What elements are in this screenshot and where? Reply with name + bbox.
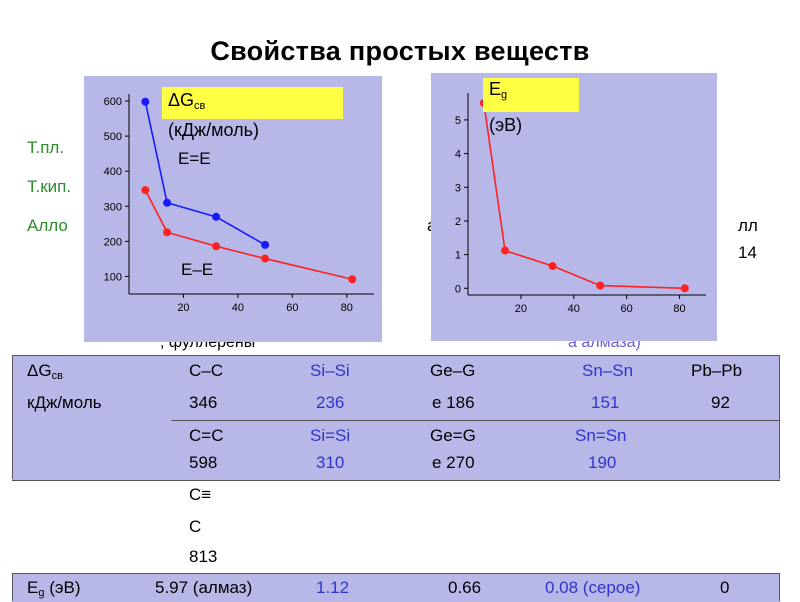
x-tick-label: 80 xyxy=(673,303,685,315)
row-bandgap-label: Eg (эВ) xyxy=(27,578,81,599)
cell-c-triple-bond: C≡ xyxy=(189,485,212,504)
y-tick-label: 400 xyxy=(104,166,122,178)
cell-sn-single-bond: Sn–Sn xyxy=(582,361,634,380)
cell-pb-single-bond: Pb–Pb xyxy=(691,361,743,380)
cell-si-single-bond: Si–Si xyxy=(310,361,350,380)
y-tick-label: 500 xyxy=(104,131,122,143)
cell-pb-single-value: 92 xyxy=(711,393,730,412)
y-tick-label: 0 xyxy=(455,283,461,295)
cell-sn-single-value: 151 xyxy=(591,393,620,412)
row-gibbs-sub: св xyxy=(51,370,63,382)
y-tick-label: 2 xyxy=(455,216,461,228)
y-tick-label: 4 xyxy=(455,149,461,161)
cell-ge-single-bond: Ge–G xyxy=(430,361,476,380)
series-label-single: E–E xyxy=(181,260,214,279)
gibbs-label: ΔGсв xyxy=(168,90,205,112)
y-tick-label: 5 xyxy=(455,115,461,127)
bandgap-label-main: E xyxy=(489,79,502,99)
cell-si-single-value: 236 xyxy=(316,393,345,412)
table-border-right-2 xyxy=(779,573,780,601)
data-point xyxy=(348,275,357,284)
y-tick-label: 300 xyxy=(104,201,122,213)
cell-si-double-value: 310 xyxy=(316,453,345,472)
table-band-2 xyxy=(12,573,780,602)
row-divider xyxy=(171,420,780,421)
row-bandgap-units: (эВ) xyxy=(44,578,81,597)
row-gibbs-units: кДж/моль xyxy=(27,393,102,412)
series-line-0 xyxy=(144,101,266,246)
table-border-right xyxy=(779,355,780,479)
cell-c-single-value: 346 xyxy=(189,393,218,412)
data-point xyxy=(212,242,221,251)
gibbs-label-sub: св xyxy=(194,100,206,112)
gibbs-energy-chart: 20 40 60 80 100 200 300 400 500 600 xyxy=(104,94,374,314)
x-tick-label: 60 xyxy=(286,302,298,314)
table-border-left-2 xyxy=(12,573,13,601)
cell-ge-single-value: e 186 xyxy=(432,393,475,412)
x-tick-label: 80 xyxy=(341,302,353,314)
page-title: Свойства простых веществ xyxy=(210,36,590,66)
cell-si-double-bond: Si=Si xyxy=(310,426,351,445)
data-point xyxy=(163,228,172,237)
row-gibbs-main: ΔG xyxy=(27,361,52,380)
data-point xyxy=(141,186,150,195)
row-gibbs-label: ΔGсв xyxy=(27,361,63,382)
data-point xyxy=(261,240,270,249)
gibbs-label-highlight xyxy=(162,87,343,119)
bandgap-units: (эВ) xyxy=(489,115,523,135)
bandgap-label-sub: g xyxy=(501,89,508,101)
fragment-right-2: 14 xyxy=(738,243,757,262)
data-point xyxy=(548,262,557,271)
series-label-double: E=E xyxy=(178,149,211,168)
data-point xyxy=(680,284,689,293)
x-tick-label: 20 xyxy=(177,302,189,314)
table-band-1 xyxy=(12,355,780,481)
cell-ge-double-value: e 270 xyxy=(432,453,475,472)
cell-c-triple-value: 813 xyxy=(189,547,218,566)
row-bandgap-main: E xyxy=(27,578,39,597)
bandgap-label-highlight xyxy=(483,78,579,112)
cell-ge-double-bond: Ge=G xyxy=(430,426,476,445)
fragment-right-1: лл xyxy=(738,216,758,235)
cell-c-double-bond: C=C xyxy=(189,426,224,445)
y-tick-label: 600 xyxy=(104,96,122,108)
side-label-melting: Т.пл. xyxy=(27,138,65,157)
cell-pb-bandgap: 0 xyxy=(720,578,730,597)
y-tick-label: 100 xyxy=(104,271,122,283)
x-tick-label: 40 xyxy=(568,303,580,315)
x-tick-label: 40 xyxy=(232,302,244,314)
bandgap-label: Eg xyxy=(489,79,507,101)
cell-ge-bandgap: 0.66 xyxy=(448,578,482,597)
data-point xyxy=(163,198,172,207)
cell-sn-double-bond: Sn=Sn xyxy=(575,426,627,445)
chart-panel-bandgap: 20 40 60 80 0 1 2 3 4 5 Eg (эВ) xyxy=(431,73,717,341)
cell-sn-double-value: 190 xyxy=(588,453,617,472)
data-point xyxy=(261,254,270,263)
gibbs-label-main: ΔG xyxy=(168,90,195,110)
x-tick-label: 60 xyxy=(621,303,633,315)
x-tick-label: 20 xyxy=(515,303,527,315)
data-point xyxy=(501,246,510,255)
gibbs-units: (кДж/моль) xyxy=(168,120,259,140)
cell-c-bandgap: 5.97 (алмаз) xyxy=(155,578,253,597)
row-bandgap-sub: g xyxy=(38,587,45,599)
y-tick-label: 1 xyxy=(455,250,461,262)
y-tick-label: 200 xyxy=(104,236,122,248)
side-label-allotropes: Алло xyxy=(27,216,68,235)
y-tick-label: 3 xyxy=(455,182,461,194)
side-label-boiling: Т.кип. xyxy=(27,177,72,196)
cell-c-triple-bond-2: C xyxy=(189,517,202,536)
cell-si-bandgap: 1.12 xyxy=(316,578,350,597)
cell-sn-bandgap: 0.08 (серое) xyxy=(545,578,641,597)
cell-c-double-value: 598 xyxy=(189,453,218,472)
chart-panel-gibbs: 20 40 60 80 100 200 300 400 500 600 ΔGсв (кДж/мол… xyxy=(84,76,382,342)
data-point xyxy=(596,281,605,290)
data-point xyxy=(212,212,221,221)
bandgap-chart: 20 40 60 80 0 1 2 3 4 5 xyxy=(455,93,706,315)
cell-c-single-bond: C–C xyxy=(189,361,224,380)
table-border-left xyxy=(12,355,13,479)
data-point xyxy=(141,97,150,106)
